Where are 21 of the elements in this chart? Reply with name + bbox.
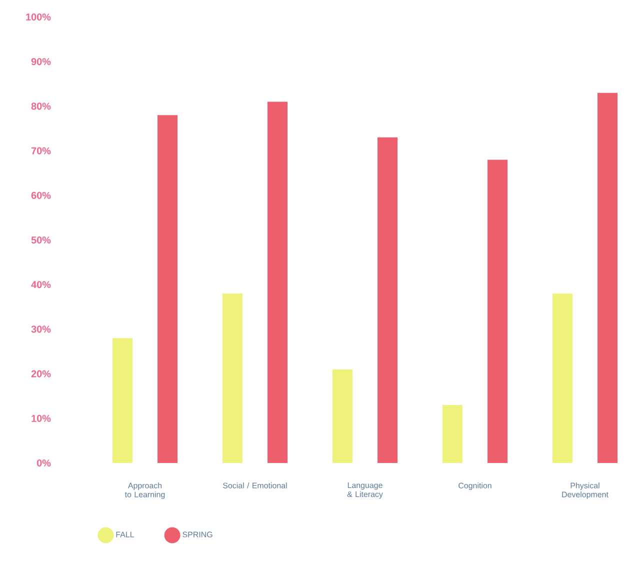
bar	[598, 92, 618, 463]
y-tick-label: 80%	[31, 102, 51, 110]
bar	[158, 115, 178, 463]
y-tick-label: 50%	[31, 236, 51, 244]
bar	[552, 294, 572, 463]
bar	[442, 405, 462, 463]
y-tick-label: 30%	[31, 326, 51, 333]
y-tick-label: 10%	[32, 414, 51, 422]
bar	[222, 294, 242, 463]
bar	[378, 137, 398, 463]
bar	[332, 369, 352, 463]
y-tick-label: 60%	[31, 192, 51, 199]
y-tick-label: 20%	[31, 370, 51, 378]
y-tick-label: 40%	[31, 281, 51, 288]
bar	[488, 160, 508, 463]
y-tick-label: 100%	[26, 13, 51, 21]
bar	[268, 102, 288, 463]
bar	[112, 338, 132, 463]
y-tick-label: 90%	[31, 58, 51, 66]
y-tick-label: 70%	[31, 147, 51, 154]
y-tick-label: 0%	[36, 459, 51, 467]
